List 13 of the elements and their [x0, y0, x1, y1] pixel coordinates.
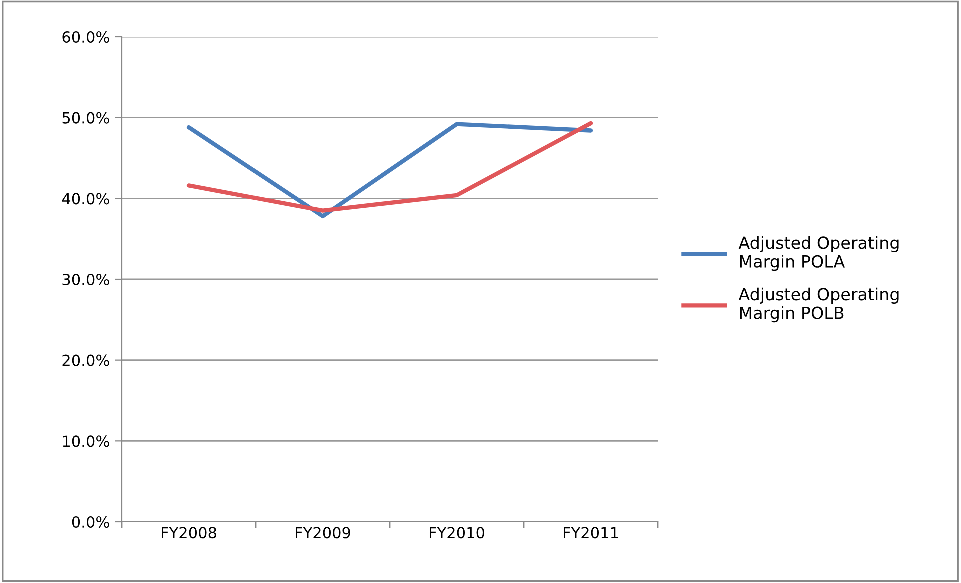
legend-label: Adjusted Operating Margin POLB — [738, 288, 899, 323]
x-tick-label: FY2008 — [162, 527, 216, 539]
y-tick-label: 50.0% — [62, 112, 110, 124]
x-tick-label: FY2011 — [564, 527, 618, 539]
y-tick-label: 10.0% — [63, 436, 110, 448]
x-tick-label: FY2009 — [296, 527, 350, 539]
legend-label: Adjusted Operating Margin POLA — [738, 236, 899, 272]
y-tick-label: 60.0% — [62, 31, 110, 44]
y-tick-label: 20.0% — [62, 354, 110, 366]
y-tick-label: 0.0% — [72, 516, 110, 528]
y-tick-label: 40.0% — [62, 193, 110, 205]
y-tick-label: 30.0% — [62, 274, 110, 286]
x-tick-label: FY2010 — [430, 527, 484, 539]
